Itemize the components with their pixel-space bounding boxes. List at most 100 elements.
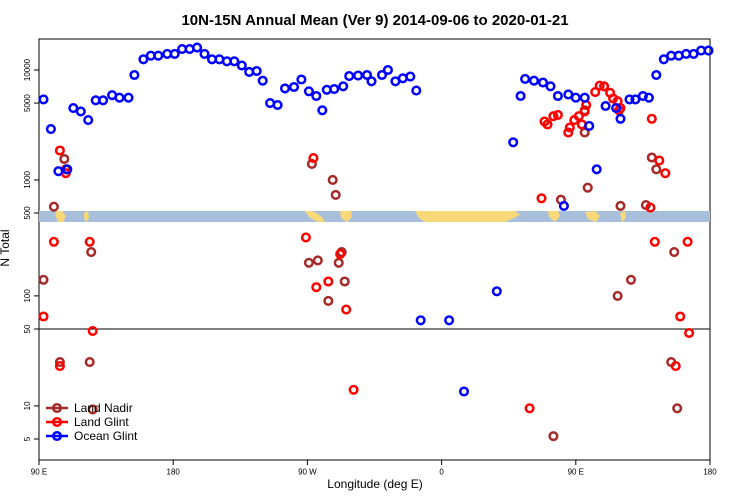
land-patch xyxy=(55,211,66,222)
data-point xyxy=(330,189,341,200)
data-point xyxy=(672,403,683,414)
data-point xyxy=(306,158,317,169)
data-point xyxy=(615,200,626,211)
data-point xyxy=(579,92,590,103)
data-point xyxy=(303,86,314,97)
data-point xyxy=(684,327,695,339)
legend: Land Nadir Land Glint Ocean Glint xyxy=(46,401,138,443)
legend-marker xyxy=(51,430,63,442)
data-point xyxy=(38,274,49,285)
data-point xyxy=(308,153,319,164)
data-point xyxy=(524,403,535,414)
data-point xyxy=(333,257,344,268)
data-point xyxy=(84,357,95,368)
data-point xyxy=(311,90,322,102)
data-point xyxy=(651,164,662,175)
y-tick-label: 50 xyxy=(23,324,32,333)
land-patch xyxy=(305,211,325,222)
data-point xyxy=(600,100,611,112)
data-point xyxy=(590,87,601,98)
data-point xyxy=(658,54,669,65)
data-point xyxy=(651,69,662,81)
data-point xyxy=(405,71,416,82)
data-point xyxy=(536,193,547,204)
land-patch xyxy=(340,211,352,222)
land-patch xyxy=(620,211,626,222)
land-patch xyxy=(548,211,560,222)
y-tick-label: 500 xyxy=(23,206,32,220)
data-point xyxy=(38,94,49,105)
data-point xyxy=(491,286,502,297)
x-axis: 90 E 180 90 W 0 90 E 180 xyxy=(31,460,717,477)
y-tick-label: 1000 xyxy=(23,170,32,188)
data-point xyxy=(552,90,563,102)
data-point xyxy=(573,111,584,122)
x-tick-label: 180 xyxy=(703,468,717,477)
data-point xyxy=(515,90,526,102)
data-point xyxy=(563,127,574,138)
data-point xyxy=(382,64,393,76)
data-point xyxy=(296,74,307,85)
data-point xyxy=(558,200,569,211)
data-point xyxy=(129,69,140,81)
data-point xyxy=(45,124,56,135)
series-land-nadir xyxy=(38,105,683,442)
land-patch xyxy=(585,211,600,222)
y-axis: 5 10 50 100 500 1000 5000 10000 xyxy=(23,58,39,441)
data-point xyxy=(564,122,575,133)
data-point xyxy=(582,182,593,193)
x-tick-label: 90 W xyxy=(298,468,317,477)
legend-marker xyxy=(51,402,63,414)
legend-label: Land Nadir xyxy=(74,401,133,415)
data-point xyxy=(338,81,349,92)
data-point xyxy=(62,164,73,175)
data-point xyxy=(552,109,563,120)
data-point xyxy=(361,69,373,81)
data-point xyxy=(339,276,350,287)
data-point xyxy=(153,50,164,61)
data-point xyxy=(458,386,470,397)
data-point xyxy=(114,92,125,103)
y-tick-label: 10 xyxy=(23,401,32,410)
x-tick-label: 180 xyxy=(167,468,181,477)
y-tick-label: 5 xyxy=(23,436,32,441)
data-point xyxy=(548,431,559,442)
data-point xyxy=(645,202,656,213)
data-points xyxy=(38,42,714,442)
data-point xyxy=(317,105,328,116)
data-point xyxy=(612,290,623,301)
x-tick-label: 90 E xyxy=(568,468,584,477)
data-point xyxy=(591,164,602,175)
data-point xyxy=(615,113,626,124)
data-point xyxy=(570,92,581,103)
data-point xyxy=(649,236,660,247)
legend-label: Land Glint xyxy=(74,415,129,429)
data-point xyxy=(257,75,268,86)
x-axis-label: Longitude (deg E) xyxy=(327,477,422,491)
data-point xyxy=(54,357,65,368)
data-point xyxy=(229,56,240,67)
data-point xyxy=(83,115,94,126)
data-point xyxy=(344,71,355,82)
land-patch xyxy=(84,211,89,222)
data-point xyxy=(123,92,134,103)
data-point xyxy=(520,73,531,84)
data-point xyxy=(192,42,203,53)
data-point xyxy=(236,60,247,71)
series-ocean-glint xyxy=(38,42,714,397)
data-point xyxy=(654,155,665,166)
legend-marker xyxy=(51,416,63,428)
data-point xyxy=(272,99,283,111)
land-patch xyxy=(415,211,520,222)
data-point xyxy=(615,103,626,114)
data-point xyxy=(594,80,605,91)
data-point xyxy=(579,127,590,138)
data-point xyxy=(545,81,556,92)
data-point xyxy=(84,236,95,247)
data-point xyxy=(86,247,97,258)
data-point xyxy=(48,236,59,247)
data-point xyxy=(508,137,519,148)
data-point xyxy=(199,48,210,59)
data-point xyxy=(54,361,65,372)
data-point xyxy=(548,111,559,122)
